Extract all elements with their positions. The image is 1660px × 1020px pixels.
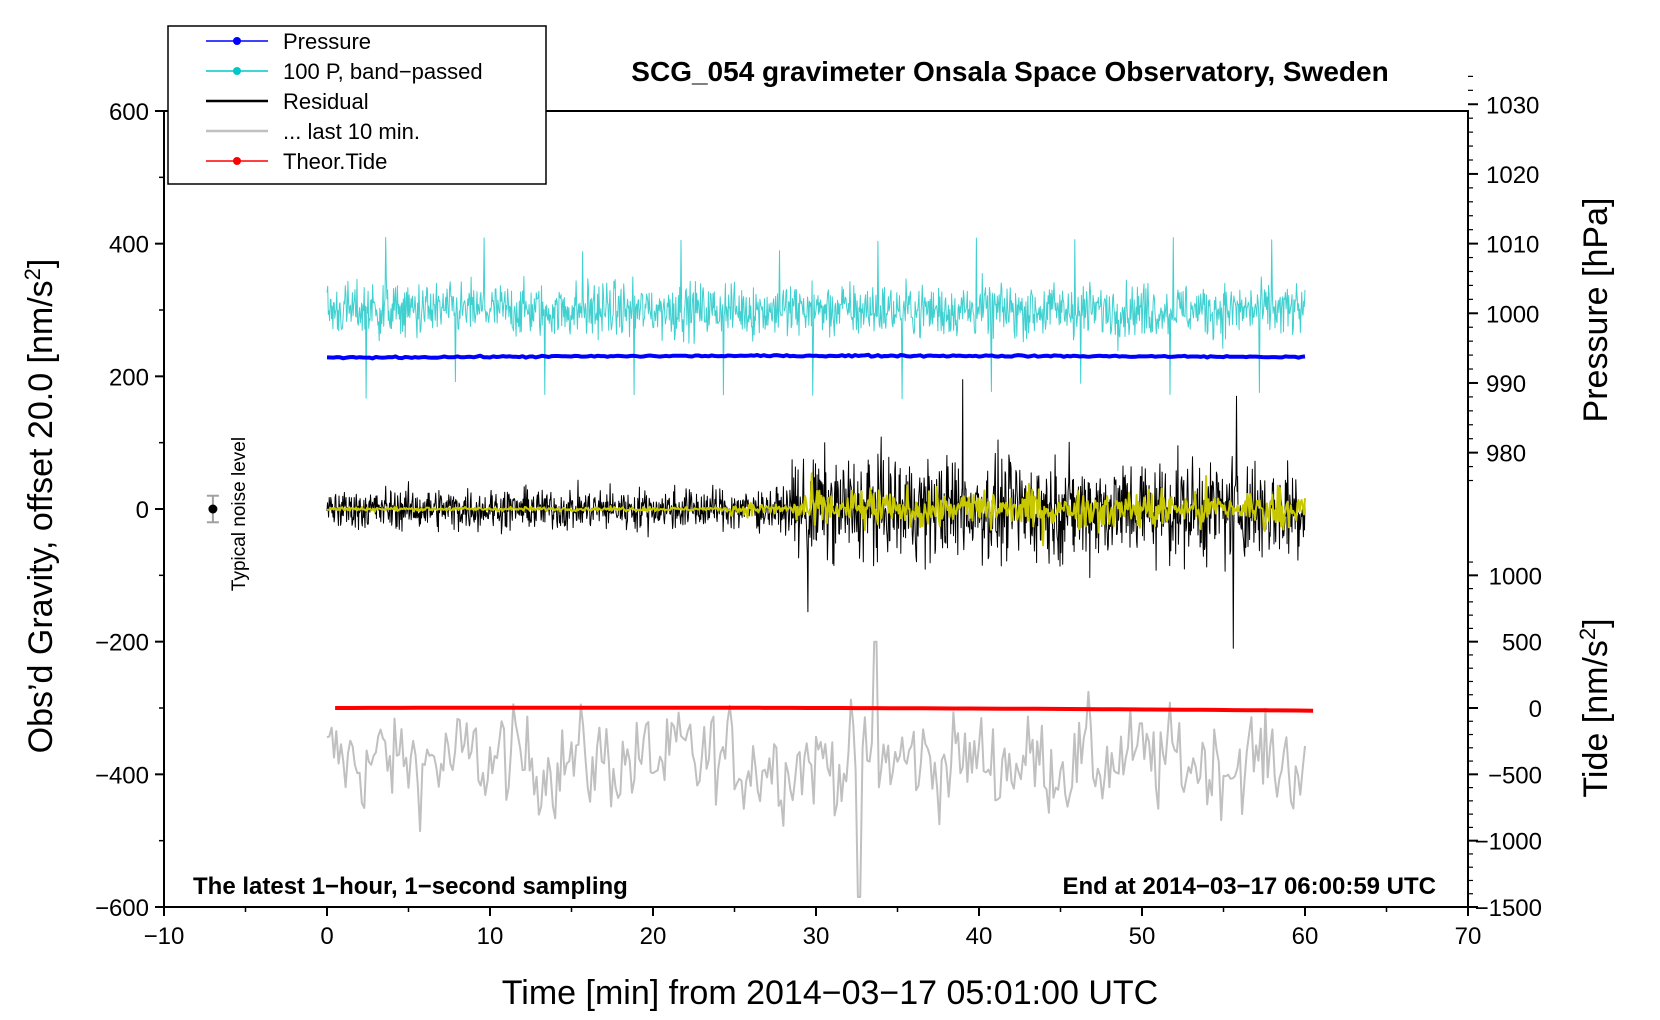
noise-level-point <box>208 504 218 514</box>
axes-layer: −10 0 10 20 30 40 50 60 70−600−400−2000200400600… <box>95 75 1542 950</box>
x-tick-label: 10 <box>477 923 504 950</box>
noise-level-label: Typical noise level <box>229 437 250 591</box>
series-pressure <box>326 352 1306 361</box>
legend-label-0: Pressure <box>283 29 371 54</box>
tide-tick-label: −500 <box>1488 762 1542 789</box>
tide-title-end: ] <box>1577 618 1615 627</box>
legend-label-2: Residual <box>283 89 369 114</box>
legend-box <box>167 25 547 185</box>
legend-label-4: Theor.Tide <box>283 149 387 174</box>
series-bandpassed-pressure <box>326 237 1306 400</box>
chart-title: SCG_054 gravimeter Onsala Space Observat… <box>631 56 1388 87</box>
y-tick-label: 200 <box>109 364 149 391</box>
x-axis-title: Time [min] from 2014−03−17 05:01:00 UTC <box>502 974 1158 1012</box>
series-last-10-min <box>326 640 1306 898</box>
y-left-title-sup: 2 <box>20 268 45 280</box>
y-tick-label: −400 <box>95 762 149 789</box>
tide-title-main: Tide [nm/s <box>1577 640 1615 797</box>
footer-left: The latest 1−hour, 1−second sampling <box>193 873 628 900</box>
y-axis-left-title: Obs’d Gravity, offset 20.0 [nm/s2] <box>20 259 60 754</box>
tide-tick-label: −1500 <box>1475 895 1542 922</box>
x-tick-label: 0 <box>320 923 333 950</box>
y-tick-label: 400 <box>109 232 149 259</box>
tide-title-sup: 2 <box>1575 628 1600 640</box>
tide-tick-label: 1000 <box>1489 563 1542 590</box>
tide-tick-label: 0 <box>1529 696 1542 723</box>
text-layer: SCG_054 gravimeter Onsala Space Observat… <box>20 56 1615 1012</box>
series-layer <box>326 237 1314 898</box>
x-tick-label: 30 <box>803 923 830 950</box>
pressure-tick-label: 980 <box>1486 441 1526 468</box>
pressure-tick-label: 1000 <box>1486 301 1539 328</box>
y-tick-label: −200 <box>95 630 149 657</box>
y-left-title-main: Obs’d Gravity, offset 20.0 [nm/s <box>22 280 60 753</box>
x-tick-label: 70 <box>1455 923 1482 950</box>
tide-tick-label: 500 <box>1502 630 1542 657</box>
y-axis-tide-title: Tide [nm/s2] <box>1575 618 1615 797</box>
y-tick-label: 0 <box>136 497 149 524</box>
y-axis-pressure-title: Pressure [hPa] <box>1577 198 1615 423</box>
legend-marker-4 <box>233 157 241 165</box>
series-theor-tide <box>335 705 1314 713</box>
legend-marker-0 <box>233 37 241 45</box>
legend-marker-1 <box>233 67 241 75</box>
pressure-tick-label: 1010 <box>1486 232 1539 259</box>
x-tick-label: 20 <box>640 923 667 950</box>
y-tick-label: −600 <box>95 895 149 922</box>
y-tick-label: 600 <box>109 99 149 126</box>
footer-right: End at 2014−03−17 06:00:59 UTC <box>1062 873 1436 900</box>
pressure-tick-label: 1020 <box>1486 162 1539 189</box>
pressure-tick-label: 990 <box>1486 371 1526 398</box>
tide-tick-label: −1000 <box>1475 829 1542 856</box>
x-tick-label: 60 <box>1292 923 1319 950</box>
legend: Pressure 100 P, band−passed Residual ... la… <box>167 25 547 185</box>
x-tick-label: 50 <box>1129 923 1156 950</box>
legend-label-1: 100 P, band−passed <box>283 59 483 84</box>
series-residual <box>326 379 1306 649</box>
x-tick-label: −10 <box>144 923 185 950</box>
x-tick-label: 40 <box>966 923 993 950</box>
y-left-title-end: ] <box>22 259 60 268</box>
pressure-tick-label: 1030 <box>1486 92 1539 119</box>
series-filtered-residual <box>326 472 1306 547</box>
legend-label-3: ... last 10 min. <box>283 119 420 144</box>
